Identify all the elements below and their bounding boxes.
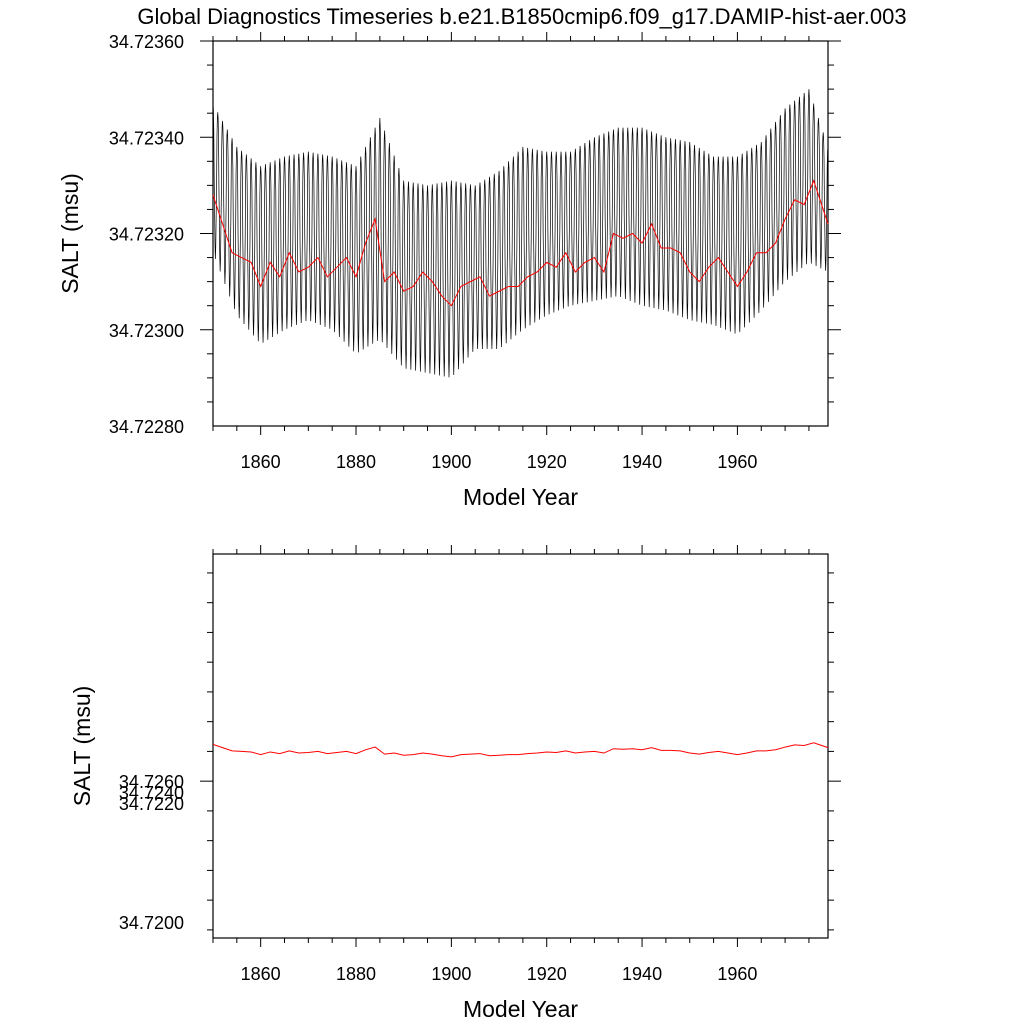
x-axis-title: Model Year [463, 996, 578, 1022]
y-tick-label: 34.7220 [119, 794, 184, 814]
x-tick-label: 1860 [241, 452, 281, 472]
x-tick-label: 1880 [336, 964, 376, 984]
x-tick-label: 1960 [717, 964, 757, 984]
plot-frame [212, 40, 829, 427]
annual-salt-line [212, 179, 829, 307]
x-tick-label: 1860 [241, 964, 281, 984]
bottom-panel: 1860 1880 1900 1920 1940 1960 34.7200 34.722034… [69, 545, 841, 1022]
y-tick-label: 34.72320 [109, 225, 184, 245]
x-tick-label: 1920 [527, 964, 567, 984]
x-axis-title: Model Year [463, 484, 578, 510]
y-tick-label: 34.72300 [109, 321, 184, 341]
y-tick-label: 34.72280 [109, 417, 184, 437]
x-tick-label: 1900 [431, 964, 471, 984]
x-tick-label: 1940 [622, 452, 662, 472]
y-tick-label: 34.7260 [119, 772, 184, 792]
y-tick-label: 34.7240 [119, 783, 184, 803]
y-tick-label: 34.7200 [119, 913, 184, 933]
plot-frame [212, 553, 829, 939]
x-tick-label: 1940 [622, 964, 662, 984]
annual-salt-line [212, 742, 829, 758]
x-tick-label: 1920 [527, 452, 567, 472]
y-axis-title: SALT (msu) [69, 686, 95, 807]
x-tick-label: 1880 [336, 452, 376, 472]
y-axis-title: SALT (msu) [57, 173, 83, 294]
y-tick-label: 34.72340 [109, 128, 184, 148]
top-panel: 1860 1880 1900 1920 1940 1960 34.72280 34.72300… [57, 32, 841, 510]
chart-title: Global Diagnostics Timeseries b.e21.B185… [137, 4, 906, 29]
monthly-salt-line [212, 89, 829, 378]
y-tick-label: 34.72360 [109, 32, 184, 52]
x-tick-label: 1900 [431, 452, 471, 472]
x-tick-label: 1960 [717, 452, 757, 472]
